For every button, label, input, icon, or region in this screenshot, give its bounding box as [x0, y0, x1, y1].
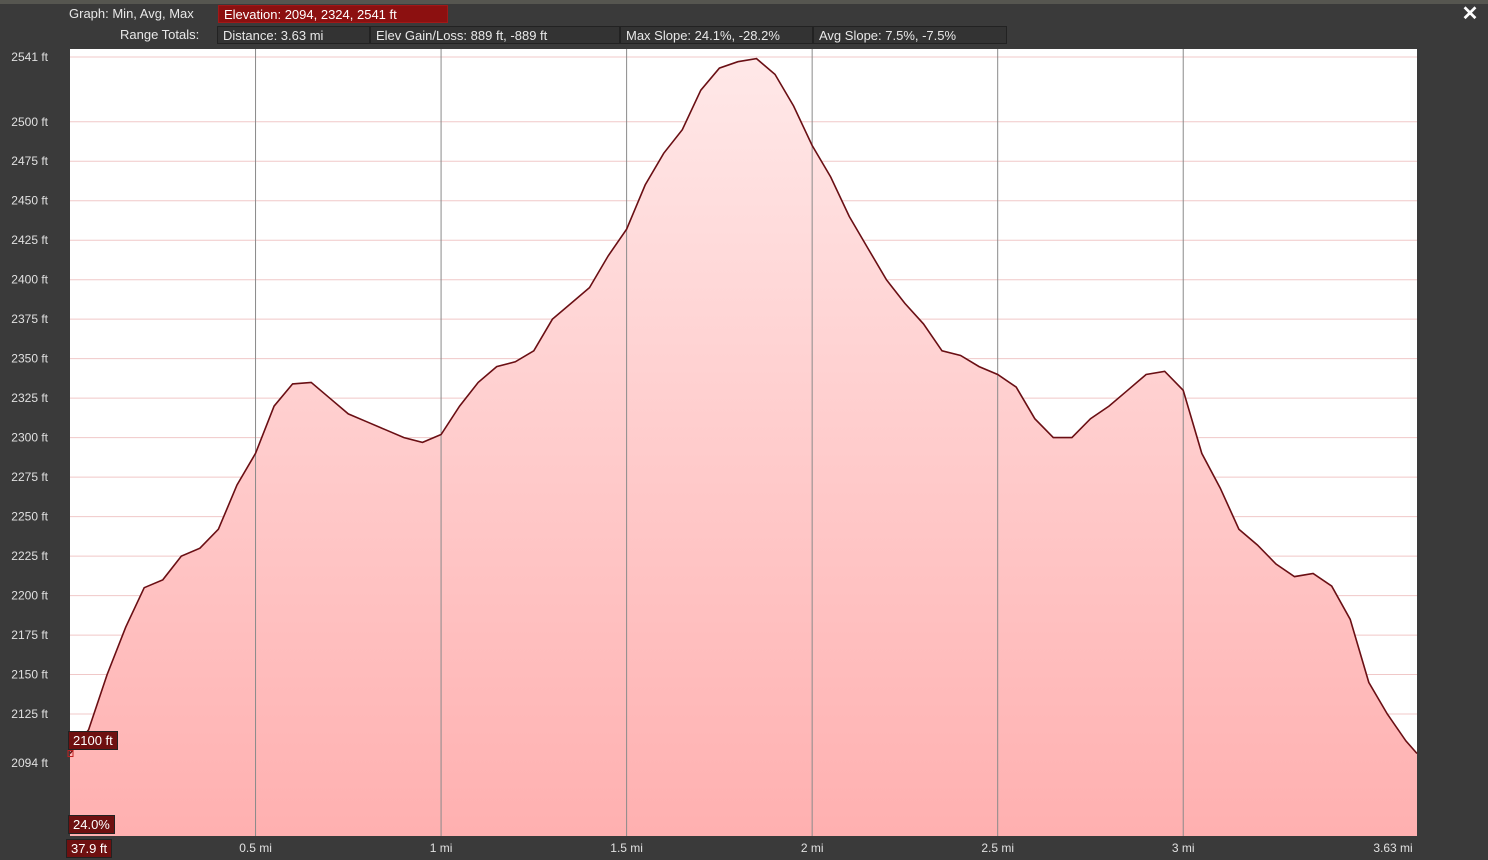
- x-tick-label: 1 mi: [430, 841, 453, 855]
- y-tick-label: 2275 ft: [11, 470, 48, 484]
- y-tick-labels: 2541 ft 2500 ft 2475 ft 2450 ft 2425 ft 2400 …: [11, 50, 48, 770]
- x-tick-label: 0.5 mi: [239, 841, 272, 855]
- x-tick-label: 2.5 mi: [981, 841, 1014, 855]
- y-tick-label: 2375 ft: [11, 312, 48, 326]
- y-tick-label: 2200 ft: [11, 589, 48, 603]
- y-tick-label: 2475 ft: [11, 154, 48, 168]
- cursor-slope-readout: 24.0%: [68, 815, 115, 834]
- cursor-elevation-readout: 2100 ft: [68, 731, 118, 750]
- y-tick-label: 2350 ft: [11, 352, 48, 366]
- y-tick-label: 2175 ft: [11, 628, 48, 642]
- x-tick-label: 1.5 mi: [610, 841, 643, 855]
- y-tick-label: 2500 ft: [11, 115, 48, 129]
- y-tick-label: 2300 ft: [11, 431, 48, 445]
- x-tick-label: 2 mi: [801, 841, 824, 855]
- y-tick-label: 2450 ft: [11, 194, 48, 208]
- y-tick-label: 2225 ft: [11, 549, 48, 563]
- x-tick-label: 3 mi: [1172, 841, 1195, 855]
- y-tick-label: 2094 ft: [11, 756, 48, 770]
- y-tick-label: 2425 ft: [11, 233, 48, 247]
- y-tick-label: 2150 ft: [11, 668, 48, 682]
- x-tick-labels: 0.5 mi 1 mi 1.5 mi 2 mi 2.5 mi 3 mi 3.63 mi: [239, 841, 1412, 855]
- x-tick-label: 3.63 mi: [1373, 841, 1412, 855]
- y-tick-label: 2125 ft: [11, 707, 48, 721]
- y-tick-label: 2325 ft: [11, 391, 48, 405]
- y-tick-label: 2541 ft: [11, 50, 48, 64]
- y-tick-label: 2400 ft: [11, 273, 48, 287]
- y-tick-label: 2250 ft: [11, 510, 48, 524]
- cursor-distance-readout: 37.9 ft: [66, 839, 112, 858]
